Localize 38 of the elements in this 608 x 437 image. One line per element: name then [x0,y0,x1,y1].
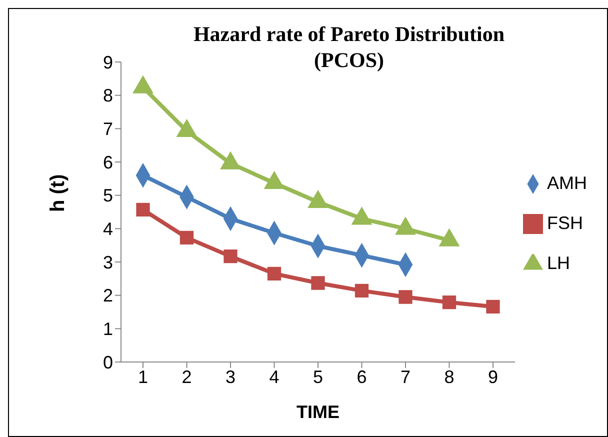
x-tick-label: 3 [225,366,236,387]
y-axis-title: h (t) [47,174,70,212]
y-tick-label: 1 [102,319,113,340]
point [180,230,194,244]
point [311,276,325,290]
point [220,152,241,170]
y-tick-label: 9 [102,52,113,72]
chart-title: Hazard rate of Pareto Distribution (PCOS) [192,21,506,73]
point [224,250,238,264]
y-tick-label: 3 [102,252,113,272]
point [264,171,284,190]
x-tick-label: 2 [182,366,192,387]
x-tick-label: 6 [356,366,367,387]
x-axis-title: TIME [296,402,340,422]
x-tick-label: 4 [269,366,280,387]
y-tick-label: 7 [102,119,113,140]
point [176,119,197,138]
point [132,76,154,94]
legend-label: FSH [547,212,583,232]
x-tick-label: 1 [138,366,148,387]
y-tick-label: 8 [102,86,113,106]
x-tick-label: 7 [400,366,411,387]
y-tick-label: 4 [102,219,113,240]
point [442,296,456,310]
point [267,266,282,280]
y-tick-label: 5 [102,186,113,206]
x-tick-label: 9 [488,366,498,387]
y-tick-label: 6 [102,152,113,172]
y-tick-label: 2 [102,286,113,306]
legend-label: AMH [547,172,587,192]
point [136,202,150,216]
x-tick-label: 5 [312,366,324,387]
point [398,290,412,304]
legend-label: LH [547,252,570,272]
point [486,300,500,314]
x-tick-label: 8 [444,366,454,387]
point [354,284,369,298]
y-tick-label: 0 [102,352,113,372]
